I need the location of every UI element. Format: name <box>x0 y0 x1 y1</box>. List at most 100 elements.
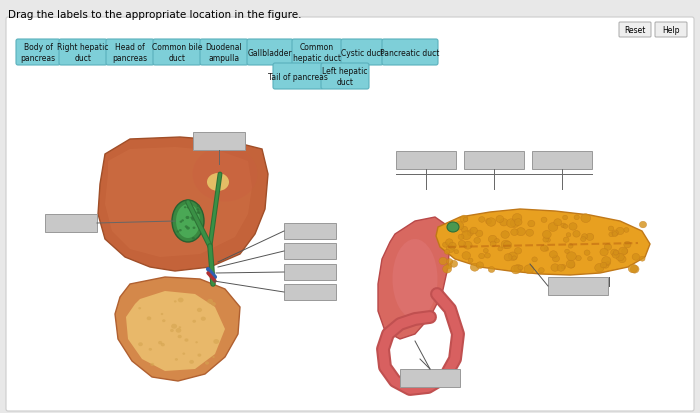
Ellipse shape <box>447 259 453 265</box>
Ellipse shape <box>193 320 196 323</box>
Ellipse shape <box>624 242 631 248</box>
Ellipse shape <box>467 230 473 236</box>
Text: Head of
pancreas: Head of pancreas <box>113 43 148 62</box>
Ellipse shape <box>630 266 639 273</box>
Ellipse shape <box>476 262 484 269</box>
Ellipse shape <box>564 237 569 243</box>
Ellipse shape <box>474 238 480 244</box>
Ellipse shape <box>561 265 566 269</box>
Ellipse shape <box>179 230 182 232</box>
Ellipse shape <box>622 249 628 254</box>
Ellipse shape <box>479 217 485 223</box>
Ellipse shape <box>566 233 571 237</box>
FancyBboxPatch shape <box>321 64 369 90</box>
Ellipse shape <box>569 223 577 230</box>
Ellipse shape <box>178 298 183 303</box>
Ellipse shape <box>463 242 472 249</box>
FancyBboxPatch shape <box>45 214 97 233</box>
Ellipse shape <box>454 222 464 230</box>
Ellipse shape <box>191 218 195 221</box>
Ellipse shape <box>574 215 580 220</box>
Ellipse shape <box>566 261 575 268</box>
FancyBboxPatch shape <box>548 277 608 295</box>
Ellipse shape <box>532 257 538 262</box>
Ellipse shape <box>183 353 186 355</box>
Ellipse shape <box>489 236 497 243</box>
Ellipse shape <box>554 219 561 226</box>
Ellipse shape <box>511 266 521 274</box>
Ellipse shape <box>197 205 200 208</box>
Ellipse shape <box>185 226 188 228</box>
Ellipse shape <box>524 265 534 274</box>
Ellipse shape <box>601 263 607 268</box>
Ellipse shape <box>610 249 618 256</box>
Ellipse shape <box>211 302 216 306</box>
Ellipse shape <box>172 201 204 242</box>
Ellipse shape <box>192 237 195 240</box>
FancyBboxPatch shape <box>284 243 336 259</box>
Ellipse shape <box>178 326 181 329</box>
Ellipse shape <box>606 262 610 266</box>
Ellipse shape <box>446 264 452 269</box>
Text: Pancreatic duct: Pancreatic duct <box>380 48 440 57</box>
Ellipse shape <box>488 267 495 273</box>
FancyBboxPatch shape <box>284 223 336 240</box>
Ellipse shape <box>498 247 503 252</box>
FancyBboxPatch shape <box>6 18 694 411</box>
Ellipse shape <box>468 259 473 263</box>
Ellipse shape <box>580 237 586 242</box>
FancyBboxPatch shape <box>532 152 592 170</box>
Ellipse shape <box>463 218 468 222</box>
Ellipse shape <box>461 227 468 233</box>
Ellipse shape <box>449 243 456 249</box>
Text: Gallbladder: Gallbladder <box>248 48 293 57</box>
Ellipse shape <box>639 222 647 228</box>
Ellipse shape <box>551 264 559 272</box>
Ellipse shape <box>446 246 454 253</box>
Text: Help: Help <box>662 26 680 35</box>
FancyBboxPatch shape <box>292 40 342 66</box>
PathPatch shape <box>105 147 252 257</box>
Ellipse shape <box>628 265 638 273</box>
Ellipse shape <box>460 216 468 223</box>
Ellipse shape <box>178 335 182 338</box>
FancyBboxPatch shape <box>193 133 245 151</box>
Ellipse shape <box>612 230 618 236</box>
Ellipse shape <box>139 307 141 310</box>
Ellipse shape <box>586 234 594 241</box>
Ellipse shape <box>512 256 517 260</box>
Ellipse shape <box>138 342 143 347</box>
Ellipse shape <box>618 256 626 263</box>
Ellipse shape <box>616 228 624 235</box>
FancyBboxPatch shape <box>382 40 438 66</box>
Ellipse shape <box>442 265 452 273</box>
Ellipse shape <box>600 249 608 256</box>
Ellipse shape <box>176 231 179 233</box>
FancyBboxPatch shape <box>464 152 524 170</box>
Ellipse shape <box>170 329 174 332</box>
FancyBboxPatch shape <box>284 264 336 280</box>
Ellipse shape <box>176 328 181 333</box>
Text: Common
hepatic duct: Common hepatic duct <box>293 43 341 62</box>
Ellipse shape <box>447 223 459 233</box>
Ellipse shape <box>517 228 526 236</box>
Ellipse shape <box>458 241 466 247</box>
Ellipse shape <box>501 231 510 239</box>
Ellipse shape <box>612 252 620 259</box>
Ellipse shape <box>462 252 470 260</box>
Ellipse shape <box>185 339 188 342</box>
Ellipse shape <box>181 220 184 222</box>
Ellipse shape <box>609 232 615 237</box>
FancyBboxPatch shape <box>200 40 248 66</box>
Ellipse shape <box>602 257 611 265</box>
Ellipse shape <box>546 238 550 242</box>
Ellipse shape <box>624 228 629 233</box>
Ellipse shape <box>619 247 627 256</box>
FancyBboxPatch shape <box>273 64 323 90</box>
Ellipse shape <box>193 215 196 218</box>
Ellipse shape <box>180 221 182 223</box>
Ellipse shape <box>161 313 163 316</box>
Ellipse shape <box>212 356 215 358</box>
Ellipse shape <box>568 244 573 249</box>
FancyBboxPatch shape <box>619 23 651 38</box>
